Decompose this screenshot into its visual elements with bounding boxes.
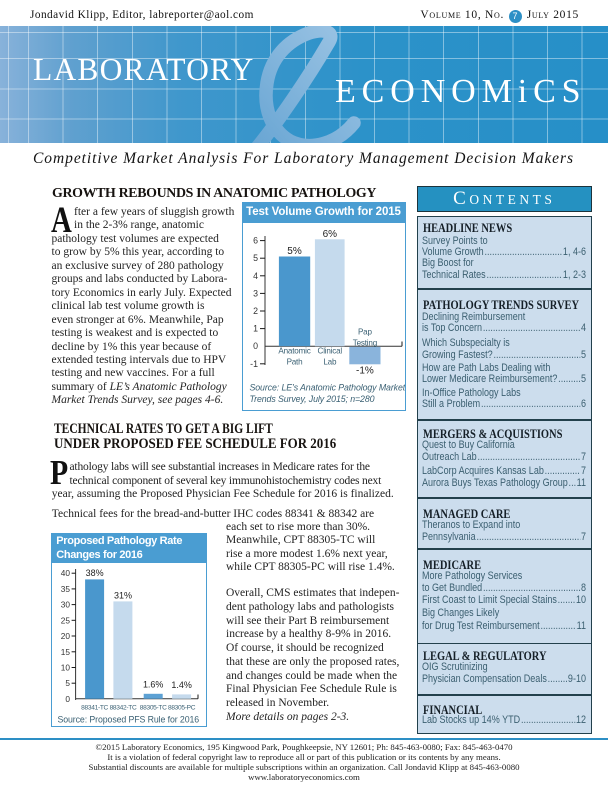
svg-text:1.6%: 1.6% xyxy=(143,680,163,690)
svg-text:2: 2 xyxy=(253,306,258,316)
svg-text:6%: 6% xyxy=(322,229,337,240)
svg-text:3: 3 xyxy=(253,288,258,298)
svg-text:88342-TC: 88342-TC xyxy=(109,705,136,712)
svg-text:88305-TC: 88305-TC xyxy=(140,705,167,712)
svg-text:5: 5 xyxy=(65,678,70,688)
svg-text:Trends Survey, July 2015; n=28: Trends Survey, July 2015; n=280 xyxy=(249,394,374,404)
svg-text:Clinical: Clinical xyxy=(317,346,342,355)
svg-text:4: 4 xyxy=(253,271,258,281)
svg-text:5: 5 xyxy=(253,253,258,263)
svg-text:Testing: Testing xyxy=(352,338,376,347)
svg-text:40: 40 xyxy=(61,569,71,579)
svg-text:-1%: -1% xyxy=(356,366,374,377)
svg-text:Source: LE’s Anatomic Patholog: Source: LE’s Anatomic Pathology Market xyxy=(249,382,405,392)
svg-text:1: 1 xyxy=(253,324,258,334)
svg-text:-1: -1 xyxy=(250,359,258,369)
svg-text:Lab: Lab xyxy=(323,357,337,366)
svg-text:35: 35 xyxy=(61,584,71,594)
svg-text:15: 15 xyxy=(61,647,71,657)
svg-text:31%: 31% xyxy=(114,591,132,601)
svg-text:20: 20 xyxy=(61,631,71,641)
svg-text:38%: 38% xyxy=(85,569,103,579)
svg-text:30: 30 xyxy=(61,600,71,610)
svg-text:Source: Proposed PFS Rule for: Source: Proposed PFS Rule for 2016 xyxy=(57,715,199,725)
svg-text:88341-TC: 88341-TC xyxy=(81,705,108,712)
svg-text:Pap: Pap xyxy=(357,328,371,337)
svg-text:0: 0 xyxy=(253,341,258,351)
svg-text:25: 25 xyxy=(61,616,71,626)
svg-text:Path: Path xyxy=(286,357,302,366)
svg-text:88305-PC: 88305-PC xyxy=(168,705,196,712)
svg-text:6: 6 xyxy=(253,236,258,246)
svg-text:10: 10 xyxy=(61,663,71,673)
svg-text:1.4%: 1.4% xyxy=(171,680,191,690)
svg-text:Anatomic: Anatomic xyxy=(278,346,310,355)
svg-text:5%: 5% xyxy=(287,246,302,257)
svg-text:0: 0 xyxy=(65,694,70,704)
